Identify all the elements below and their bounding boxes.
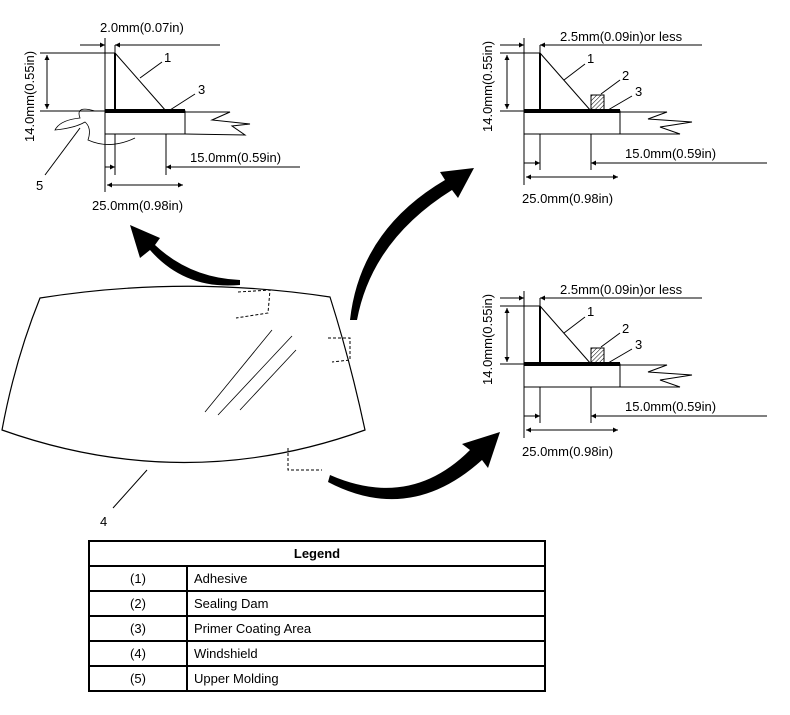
- upper-gap-dimension: 2.0mm(0.07in): [100, 20, 184, 35]
- lower-callout-3: 3: [635, 337, 642, 352]
- side-callout-3: 3: [635, 84, 642, 99]
- pointer-arrows: [130, 168, 500, 500]
- upper-molding-detail: [40, 38, 300, 192]
- legend-row: (4) Windshield: [88, 640, 546, 667]
- glass-section: [104, 110, 186, 135]
- legend-title: Legend: [88, 540, 546, 567]
- legend-row: (3) Primer Coating Area: [88, 615, 546, 642]
- legend-num: (1): [88, 565, 188, 592]
- legend-num: (5): [88, 665, 188, 692]
- legend-row: (5) Upper Molding: [88, 665, 546, 692]
- adhesive-bead: [539, 52, 592, 112]
- legend-label: Primer Coating Area: [186, 615, 546, 642]
- legend-label: Windshield: [186, 640, 546, 667]
- lower-callout-1: 1: [587, 304, 594, 319]
- lower-callout-2: 2: [622, 321, 629, 336]
- windshield: [1, 285, 366, 509]
- upper-callout-5: 5: [36, 178, 43, 193]
- legend-label: Sealing Dam: [186, 590, 546, 617]
- windshield-callout-4: 4: [100, 514, 107, 529]
- legend-num: (2): [88, 590, 188, 617]
- legend-label: Upper Molding: [186, 665, 546, 692]
- side-width-dimension: 25.0mm(0.98in): [522, 191, 613, 206]
- upper-callout-1: 1: [164, 50, 171, 65]
- legend-num: (4): [88, 640, 188, 667]
- lower-gap-dimension: 2.5mm(0.09in)or less: [560, 282, 683, 297]
- upper-width-dimension: 25.0mm(0.98in): [92, 198, 183, 213]
- upper-height-dimension: 14.0mm(0.55in): [22, 51, 37, 142]
- adhesive-bead: [114, 52, 167, 112]
- side-inner-dimension: 15.0mm(0.59in): [625, 146, 716, 161]
- side-gap-dimension: 2.5mm(0.09in)or less: [560, 29, 683, 44]
- legend-label: Adhesive: [186, 565, 546, 592]
- side-callout-1: 1: [587, 51, 594, 66]
- arrow-to-side-detail: [350, 168, 474, 320]
- lower-width-dimension: 25.0mm(0.98in): [522, 444, 613, 459]
- side-callout-2: 2: [622, 68, 629, 83]
- side-height-dimension: 14.0mm(0.55in): [480, 41, 495, 132]
- side-detail: [500, 38, 767, 185]
- legend-row: (1) Adhesive: [88, 565, 546, 592]
- upper-molding: [54, 108, 136, 145]
- sealing-dam: [590, 94, 605, 112]
- upper-inner-dimension: 15.0mm(0.59in): [190, 150, 281, 165]
- legend-row: (2) Sealing Dam: [88, 590, 546, 617]
- legend-num: (3): [88, 615, 188, 642]
- legend-table: Legend (1) Adhesive (2) Sealing Dam (3) Pri…: [88, 540, 546, 692]
- upper-callout-3: 3: [198, 82, 205, 97]
- lower-height-dimension: 14.0mm(0.55in): [480, 294, 495, 385]
- lower-inner-dimension: 15.0mm(0.59in): [625, 399, 716, 414]
- diagram-canvas: 2.0mm(0.07in) 14.0mm(0.55in) 15.0mm(0.59…: [1, 20, 790, 529]
- arrow-to-lower-detail: [328, 432, 500, 500]
- arrow-to-upper-detail: [130, 225, 240, 286]
- lower-detail: [500, 291, 767, 438]
